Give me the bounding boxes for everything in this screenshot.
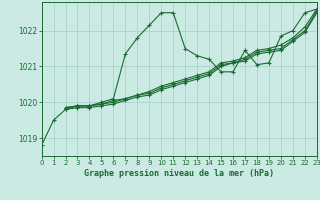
- X-axis label: Graphe pression niveau de la mer (hPa): Graphe pression niveau de la mer (hPa): [84, 169, 274, 178]
